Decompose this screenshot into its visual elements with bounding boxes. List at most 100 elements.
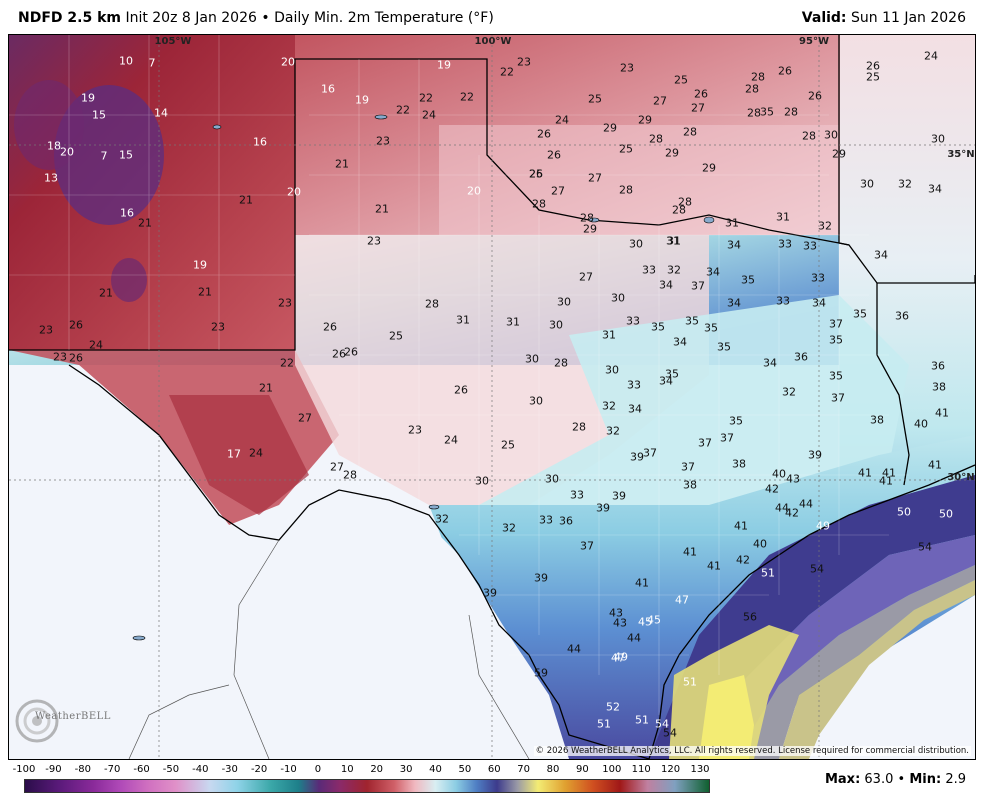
temperature-label: 24 xyxy=(555,113,569,127)
scale-tick-label: 50 xyxy=(458,764,472,775)
temperature-label: 34 xyxy=(727,296,741,310)
temperature-label: 23 xyxy=(53,350,67,364)
temperature-label: 28 xyxy=(802,129,816,143)
temperature-label: 24 xyxy=(444,433,458,447)
temperature-label: 41 xyxy=(734,519,748,533)
swirl-logo-icon xyxy=(15,699,59,743)
temperature-label: 15 xyxy=(92,108,106,122)
temperature-label: 26 xyxy=(778,64,792,78)
temperature-label: 39 xyxy=(612,489,626,503)
map-canvas xyxy=(9,35,975,759)
temperature-label: 34 xyxy=(874,248,888,262)
temperature-label: 37 xyxy=(831,391,845,405)
scale-tick-label: 80 xyxy=(546,764,560,775)
weatherbell-logo: WeatherBELL xyxy=(13,697,110,745)
temperature-label: 52 xyxy=(606,700,620,714)
max-label: Max xyxy=(824,772,856,787)
temperature-label: 35 xyxy=(729,414,743,428)
temperature-label: 35 xyxy=(717,340,731,354)
temperature-label: 28 xyxy=(683,125,697,139)
temperature-label: 22 xyxy=(419,91,433,105)
temperature-label: 50 xyxy=(939,507,953,521)
temperature-label: 28 xyxy=(751,70,765,84)
temperature-label: 44 xyxy=(799,497,813,511)
scale-tick-label: -70 xyxy=(104,764,121,775)
temperature-label: 32 xyxy=(898,177,912,191)
temperature-label: 31 xyxy=(456,313,470,327)
temperature-label: 51 xyxy=(635,713,649,727)
color-scale-bar xyxy=(24,779,710,793)
temperature-label: 45 xyxy=(647,613,661,627)
temperature-label: 31 xyxy=(776,210,790,224)
temperature-label: 29 xyxy=(638,113,652,127)
temperature-label: 33 xyxy=(811,271,825,285)
temperature-label: 33 xyxy=(627,378,641,392)
temperature-label: 44 xyxy=(567,642,581,656)
temperature-label: 41 xyxy=(882,466,896,480)
temperature-label: 41 xyxy=(858,466,872,480)
temperature-label: 32 xyxy=(782,385,796,399)
lat-label-35n: 35°N xyxy=(947,149,975,160)
temperature-label: 49 xyxy=(816,519,830,533)
temperature-label: 30 xyxy=(931,132,945,146)
temperature-label: 34 xyxy=(659,374,673,388)
temperature-label: 31 xyxy=(602,328,616,342)
temperature-label: 29 xyxy=(832,147,846,161)
temperature-label: 26 xyxy=(69,351,83,365)
temperature-label: 41 xyxy=(935,406,949,420)
temperature-label: 39 xyxy=(596,501,610,515)
temperature-label: 24 xyxy=(89,338,103,352)
temperature-label: 24 xyxy=(249,446,263,460)
temperature-label: 25 xyxy=(588,92,602,106)
map-title: NDFD 2.5 km Init 20z 8 Jan 2026 • Daily … xyxy=(18,10,494,26)
lon-label-105w: 105°W xyxy=(154,36,192,47)
temperature-label: 20 xyxy=(60,145,74,159)
temperature-label: 33 xyxy=(642,263,656,277)
temperature-label: 28 xyxy=(580,211,594,225)
temperature-label: 35 xyxy=(665,367,679,381)
temperature-label: 36 xyxy=(931,359,945,373)
temperature-label: 20 xyxy=(287,185,301,199)
temperature-label: 33 xyxy=(626,314,640,328)
scale-tick-label: 0 xyxy=(314,764,322,775)
temperature-label: 29 xyxy=(583,222,597,236)
temperature-label: 29 xyxy=(665,146,679,160)
temperature-label: 38 xyxy=(683,478,697,492)
temperature-label: 21 xyxy=(259,381,273,395)
temperature-label: 45 xyxy=(638,615,652,629)
temperature-label: 26 xyxy=(332,347,346,361)
temperature-label: 23 xyxy=(278,296,292,310)
temperature-label: 28 xyxy=(572,420,586,434)
temperature-label: 25 xyxy=(529,167,543,181)
temperature-label: 27 xyxy=(579,270,593,284)
temperature-label: 27 xyxy=(653,94,667,108)
temperature-label: 25 xyxy=(501,438,515,452)
temperature-label: 27 xyxy=(691,101,705,115)
temperature-label: 39 xyxy=(808,448,822,462)
temperature-label: 32 xyxy=(602,399,616,413)
temperature-label: 37 xyxy=(720,431,734,445)
temperature-label: 23 xyxy=(376,134,390,148)
temperature-label: 35 xyxy=(853,307,867,321)
scale-tick-label: -90 xyxy=(45,764,62,775)
temperature-label: 20 xyxy=(467,184,481,198)
logo-text: WeatherBELL xyxy=(35,711,111,722)
temperature-label: 28 xyxy=(745,82,759,96)
temperature-label: 22 xyxy=(396,103,410,117)
temperature-label: 37 xyxy=(829,317,843,331)
temperature-label: 14 xyxy=(154,106,168,120)
temperature-label: 56 xyxy=(743,610,757,624)
temperature-label: 39 xyxy=(630,450,644,464)
temperature-label: 30 xyxy=(860,177,874,191)
temperature-label: 54 xyxy=(663,726,677,740)
temperature-label: 19 xyxy=(81,91,95,105)
temperature-label: 28 xyxy=(619,183,633,197)
temperature-label: 35 xyxy=(651,320,665,334)
temperature-label: 30 xyxy=(824,128,838,142)
temperature-label: 30 xyxy=(545,472,559,486)
temperature-label: 27 xyxy=(298,411,312,425)
temperature-label: 21 xyxy=(335,157,349,171)
temperature-label: 35 xyxy=(685,314,699,328)
temperature-label: 41 xyxy=(879,474,893,488)
temperature-label: 28 xyxy=(532,197,546,211)
